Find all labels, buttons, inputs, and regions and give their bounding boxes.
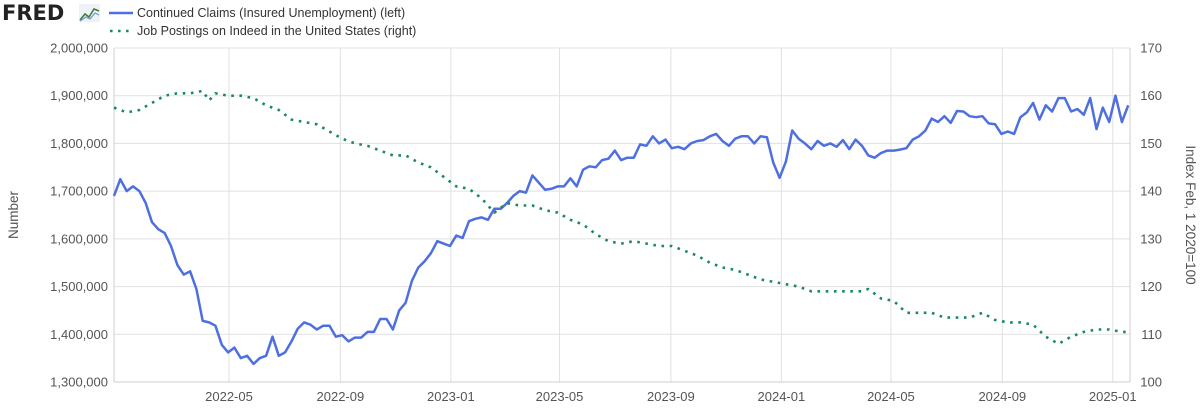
y-left-tick-label: 1,700,000 [50, 184, 108, 199]
x-tick-label: 2023-01 [427, 389, 475, 404]
plot-background [114, 48, 1130, 382]
x-tick-label: 2024-05 [867, 389, 915, 404]
y-right-tick-label: 100 [1140, 375, 1162, 390]
y-left-tick-label: 1,500,000 [50, 279, 108, 294]
y-right-tick-label: 160 [1140, 88, 1162, 103]
chart-header: FRED Continued Claims (Insured Unemploym… [2, 1, 416, 38]
y-left-tick-label: 1,600,000 [50, 231, 108, 246]
series-line-continued-claims [112, 94, 1130, 366]
x-tick-label: 2025-01 [1089, 389, 1137, 404]
y-axis-left-title: Number [6, 190, 21, 239]
y-right-tick-label: 170 [1140, 41, 1162, 56]
y-left-tick-label: 1,400,000 [50, 327, 108, 342]
grid-lines [114, 47, 1130, 383]
x-tick-label: 2024-01 [758, 389, 806, 404]
y-left-tick-label: 1,800,000 [50, 136, 108, 151]
x-tick-label: 2023-09 [647, 389, 695, 404]
legend-label-job-postings: Job Postings on Indeed in the United Sta… [137, 24, 416, 38]
axes: 1,300,000 1,400,000 1,500,000 1,600,000 1,70… [50, 41, 1162, 405]
x-tick-label: 2024-09 [978, 389, 1026, 404]
legend-label-continued-claims: Continued Claims (Insured Unemployment) … [137, 6, 405, 20]
y-left-tick-label: 2,000,000 [50, 41, 108, 56]
y-right-tick-label: 110 [1141, 327, 1162, 342]
x-tick-label: 2022-09 [317, 389, 365, 404]
legend-item-job-postings[interactable]: Job Postings on Indeed in the United Sta… [110, 24, 416, 38]
y-right-tick-label: 140 [1140, 184, 1162, 199]
x-tick-label: 2022-05 [205, 389, 253, 404]
y-right-tick-label: 150 [1140, 136, 1162, 151]
legend-item-continued-claims[interactable]: Continued Claims (Insured Unemployment) … [109, 6, 405, 20]
x-tick-label: 2023-05 [536, 389, 584, 404]
fred-logo-graph-icon [79, 4, 100, 22]
y-right-tick-label: 120 [1140, 279, 1162, 294]
y-left-tick-label: 1,300,000 [50, 375, 108, 390]
series-layer [112, 89, 1130, 366]
y-right-tick-label: 130 [1140, 231, 1162, 246]
fred-logo: FRED [2, 1, 64, 25]
y-axis-right-title: Index Feb, 1 2020=100 [1183, 145, 1198, 284]
y-left-tick-label: 1,900,000 [50, 88, 108, 103]
